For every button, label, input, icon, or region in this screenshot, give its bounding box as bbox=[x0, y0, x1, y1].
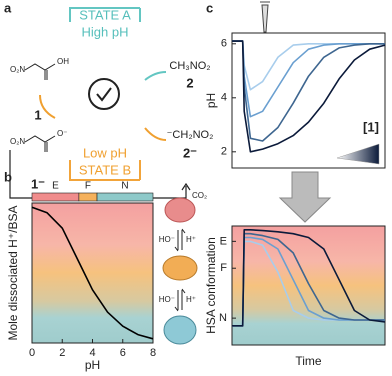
compound-label: 1 bbox=[34, 107, 41, 122]
x-tick-label: 6 bbox=[120, 347, 126, 359]
y-axis-label: pH bbox=[204, 93, 218, 108]
protein-n bbox=[163, 315, 197, 345]
y-tick-label: 6 bbox=[221, 38, 227, 50]
co2: CO₂ bbox=[192, 191, 207, 200]
plot-background bbox=[232, 226, 385, 345]
acid: H⁺ bbox=[186, 235, 196, 244]
equilibrium-arrow bbox=[174, 288, 186, 312]
panel-label: b bbox=[4, 169, 12, 184]
equilibrium-arrow bbox=[174, 228, 186, 252]
legend-wedge bbox=[336, 143, 380, 165]
compound-label: 1⁻ bbox=[31, 176, 45, 191]
region bbox=[96, 192, 154, 202]
acid: H⁺ bbox=[186, 295, 196, 304]
panel-label: a bbox=[4, 0, 12, 15]
y-tick-label: 2 bbox=[221, 146, 227, 158]
arrow bbox=[144, 127, 167, 141]
region bbox=[31, 192, 80, 202]
region bbox=[78, 192, 98, 202]
protein-f bbox=[162, 255, 198, 281]
plot-frame bbox=[231, 32, 386, 169]
y-tick-label: 4 bbox=[221, 92, 227, 104]
bonds bbox=[24, 135, 56, 152]
y-tick-label: E bbox=[220, 235, 227, 247]
panel-label: c bbox=[206, 0, 213, 15]
arrow bbox=[39, 94, 56, 119]
state-b: STATE B bbox=[79, 162, 131, 177]
state-a: STATE A bbox=[79, 7, 131, 22]
pipette bbox=[260, 1, 270, 33]
plot-background bbox=[32, 203, 153, 343]
base: HO⁻ bbox=[159, 235, 175, 244]
data-line bbox=[232, 40, 385, 118]
region-label: N bbox=[121, 181, 128, 192]
x-tick-label: 0 bbox=[29, 347, 35, 359]
base: HO⁻ bbox=[159, 295, 175, 304]
bracket bbox=[69, 7, 140, 22]
proteins: HO⁻ H⁺ HO⁻ H⁺ bbox=[159, 197, 198, 345]
clock bbox=[88, 78, 120, 110]
bonds bbox=[24, 63, 56, 80]
region-label: E bbox=[52, 181, 59, 192]
low-ph: Low pH bbox=[83, 145, 127, 160]
x-tick-label: 2 bbox=[59, 347, 65, 359]
arrow bbox=[144, 71, 167, 81]
data-line bbox=[232, 229, 386, 327]
region-label: F bbox=[85, 181, 91, 192]
nitro: O₂N bbox=[10, 137, 25, 146]
data-line bbox=[232, 40, 386, 153]
product: CH₃NO₂ bbox=[169, 60, 210, 72]
oxyanion: O⁻ bbox=[57, 129, 67, 138]
y-axis-label: Mole dissociated H⁺/BSA bbox=[6, 205, 20, 340]
nitro: O₂N bbox=[10, 65, 25, 74]
y-axis-label: HSA conformation bbox=[204, 237, 218, 334]
x-tick-label: 8 bbox=[150, 347, 156, 359]
data-line bbox=[232, 40, 385, 142]
high-ph: High pH bbox=[82, 24, 129, 39]
scheme: STATE A High pH Low pH STATE B O₂N OH 1 … bbox=[9, 7, 214, 200]
big-arrow bbox=[278, 171, 332, 223]
y-tick-label: F bbox=[220, 262, 227, 274]
data-line bbox=[31, 206, 154, 340]
compound-label: 2⁻ bbox=[183, 145, 197, 160]
x-axis-label: Time bbox=[295, 354, 322, 368]
compound-label: 2 bbox=[186, 75, 193, 90]
y-tick-label: N bbox=[219, 312, 227, 324]
x-axis-label: pH bbox=[85, 358, 100, 372]
legend-label: [1] bbox=[363, 119, 379, 134]
x-tick-label: 4 bbox=[89, 347, 95, 359]
clock-hand bbox=[96, 87, 112, 102]
hydroxyl: OH bbox=[57, 57, 69, 66]
product: ⁻CH₂NO₂ bbox=[167, 129, 214, 141]
protein-e bbox=[164, 197, 196, 223]
bracket bbox=[69, 160, 140, 181]
plot-frame bbox=[231, 225, 386, 346]
